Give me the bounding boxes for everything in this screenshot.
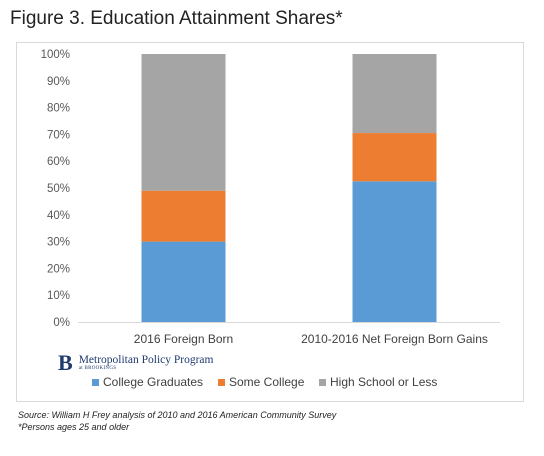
y-tick-label: 70%: [47, 129, 70, 141]
legend-swatch: [92, 379, 99, 386]
bar-segment-high-school-or-less: [141, 54, 226, 191]
x-tick-label: 2010-2016 Net Foreign Born Gains: [301, 332, 488, 346]
y-tick-label: 80%: [47, 103, 70, 115]
y-tick-label: 50%: [47, 183, 70, 195]
bars: [141, 54, 437, 322]
x-axis: 2016 Foreign Born 2010-2016 Net Foreign B…: [78, 322, 500, 346]
chart-frame: [16, 42, 524, 402]
chart-title: Figure 3. Education Attainment Shares*: [10, 8, 343, 29]
y-tick-label: 40%: [47, 210, 70, 222]
logo-subtitle: at BROOKINGS: [78, 366, 117, 372]
legend-label: High School or Less: [330, 375, 437, 389]
x-tick-label: 2016 Foreign Born: [134, 332, 233, 346]
source-note: Source: William H Frey analysis of 2010 …: [18, 410, 337, 420]
legend-label: College Graduates: [103, 375, 203, 389]
y-tick-label: 60%: [47, 156, 70, 168]
footnote: *Persons ages 25 and older: [18, 422, 130, 432]
logo-mark: B: [58, 350, 73, 375]
legend-swatch: [218, 379, 225, 386]
y-tick-label: 0%: [53, 317, 70, 329]
y-tick-label: 30%: [47, 237, 70, 249]
bar-segment-high-school-or-less: [352, 54, 437, 134]
bar-segment-college-graduates: [141, 241, 226, 322]
logo-name: Metropolitan Policy Program: [78, 353, 214, 366]
legend: College Graduates Some College High School…: [92, 375, 437, 389]
y-tick-label: 10%: [47, 290, 70, 302]
y-tick-label: 20%: [47, 263, 70, 275]
brookings-logo: B Metropolitan Policy Program at BROOKIN…: [58, 350, 213, 376]
legend-label: Some College: [229, 375, 305, 389]
y-axis: 0% 10% 20% 30% 40% 50% 60% 70% 80% 90% 100%: [41, 49, 70, 329]
y-tick-label: 100%: [41, 49, 70, 61]
bar-segment-college-graduates: [352, 181, 437, 322]
legend-swatch: [319, 379, 326, 386]
bar-segment-some-college: [141, 190, 226, 242]
bar-segment-some-college: [352, 133, 437, 182]
y-tick-label: 90%: [47, 76, 70, 88]
